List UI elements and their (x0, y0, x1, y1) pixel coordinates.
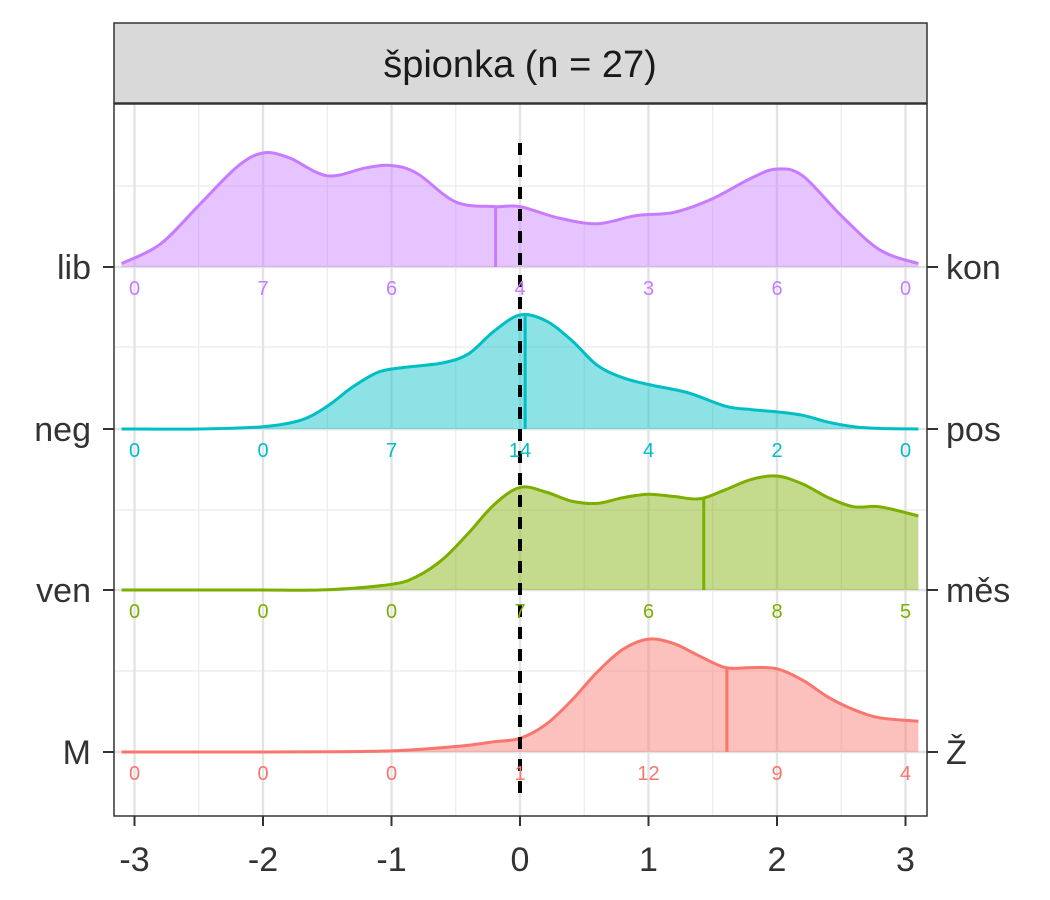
count-label: 0 (900, 440, 911, 462)
count-label: 14 (509, 440, 531, 462)
count-label: 4 (643, 440, 654, 462)
y-label-right: pos (946, 411, 1001, 449)
x-tick-label: 1 (639, 841, 658, 879)
x-tick-label: -2 (248, 841, 278, 879)
ridge-M-Ž (121, 637, 919, 754)
count-label: 1 (514, 763, 525, 785)
x-tick-label: -1 (376, 841, 406, 879)
count-label: 6 (643, 601, 654, 623)
x-tick-label: -3 (119, 841, 149, 879)
count-label: 6 (771, 278, 782, 300)
count-label: 9 (771, 763, 782, 785)
count-label: 0 (386, 601, 397, 623)
count-label: 12 (637, 763, 659, 785)
y-label-left: ven (36, 572, 91, 610)
y-label-right: Ž (946, 734, 967, 772)
x-tick-label: 2 (768, 841, 787, 879)
facet-strip (113, 22, 928, 104)
count-label: 4 (514, 278, 525, 300)
count-label: 3 (643, 278, 654, 300)
count-label: 7 (386, 440, 397, 462)
count-label: 0 (129, 278, 140, 300)
x-tick-label: 3 (896, 841, 915, 879)
count-label: 7 (257, 278, 268, 300)
count-label: 5 (900, 601, 911, 623)
count-label: 0 (900, 278, 911, 300)
count-label: 0 (129, 601, 140, 623)
ridge-area (121, 638, 919, 752)
count-label: 0 (257, 440, 268, 462)
count-label: 6 (386, 278, 397, 300)
count-labels: 0 0 0 1 12 9 4 0 0 0 7 6 8 5 0 0 7 14 4 2 0 0 7 6 4 3 6 0 (129, 278, 911, 785)
y-label-right: kon (946, 249, 1001, 287)
ridge-line (120, 151, 919, 266)
ridge-line (121, 313, 919, 431)
count-label: 0 (257, 763, 268, 785)
ridge-line (121, 637, 919, 754)
y-label-left: neg (34, 411, 91, 449)
count-label: 4 (900, 763, 911, 785)
chart-title: špionka (n = 27) (383, 44, 657, 86)
y-label-left: lib (57, 249, 91, 287)
count-label: 0 (257, 601, 268, 623)
ridge-area (121, 475, 919, 591)
ridge-line (121, 474, 919, 592)
y-label-right: měs (946, 572, 1010, 610)
count-label: 0 (129, 763, 140, 785)
count-label: 8 (771, 601, 782, 623)
y-label-left: M (63, 734, 91, 772)
count-label: 2 (771, 440, 782, 462)
count-label: 0 (386, 763, 397, 785)
ridge-ven-měs (121, 474, 919, 592)
count-label: 0 (129, 440, 140, 462)
count-label: 7 (514, 601, 525, 623)
x-tick-label: 0 (511, 841, 530, 879)
